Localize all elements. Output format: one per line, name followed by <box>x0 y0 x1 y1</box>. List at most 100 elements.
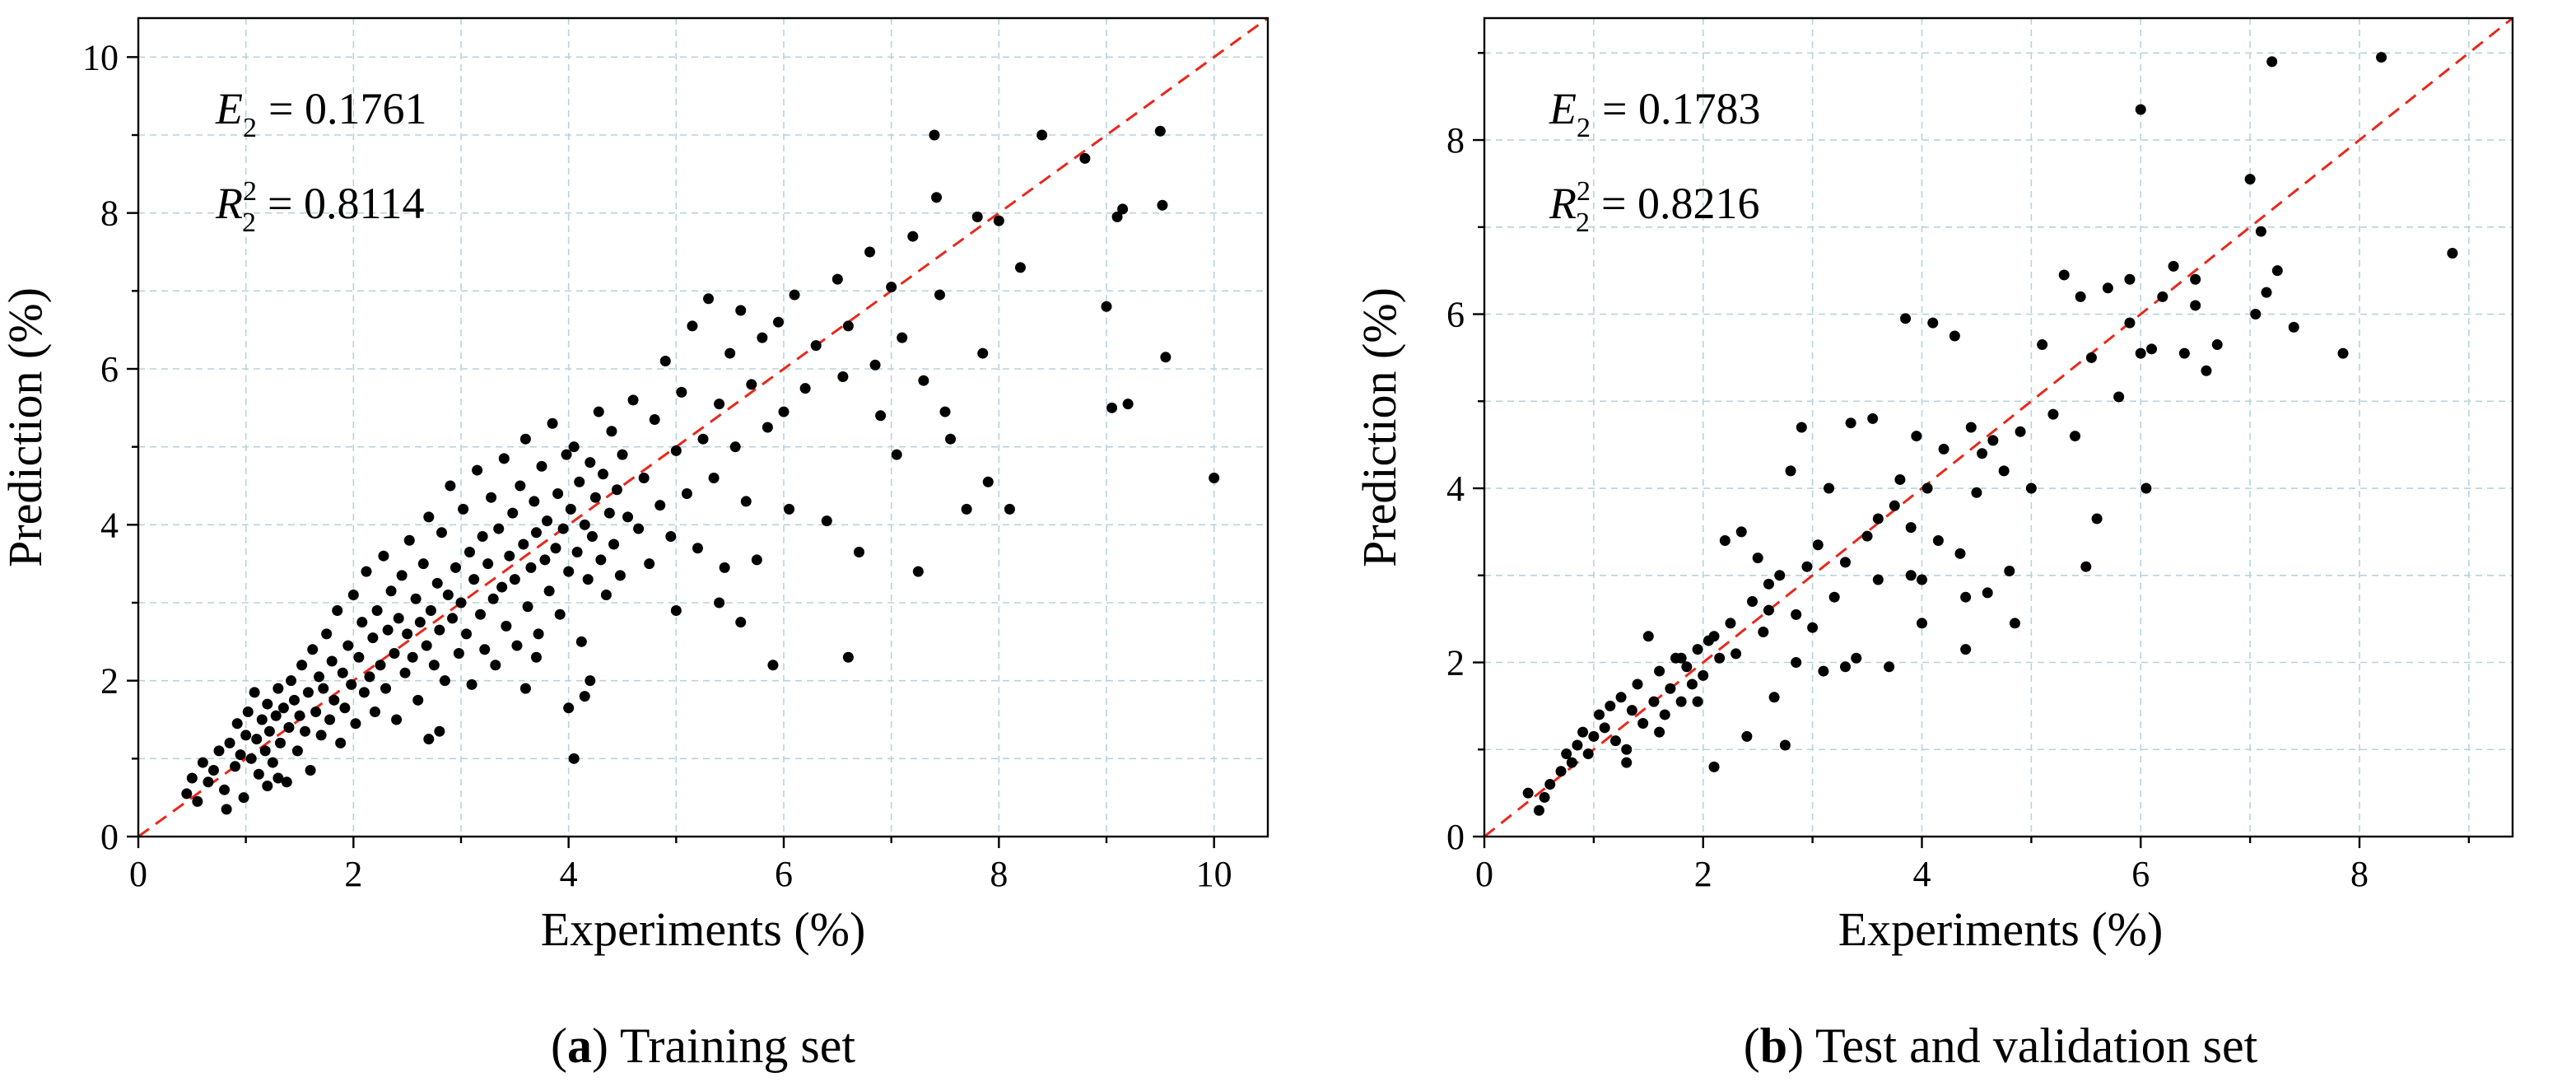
error-annotation: E2 = 0.1761 <box>215 84 426 143</box>
data-point <box>221 804 232 815</box>
data-point <box>389 648 400 660</box>
data-point <box>328 694 340 706</box>
data-point <box>263 725 275 737</box>
data-point <box>1708 761 1720 772</box>
gridlines <box>1484 18 2513 837</box>
data-point <box>1659 709 1670 720</box>
data-point <box>318 683 329 694</box>
data-point <box>231 718 243 730</box>
data-point <box>1522 787 1534 799</box>
stat-subscript: 2 <box>1577 113 1591 143</box>
data-point <box>259 745 271 757</box>
data-point <box>2135 104 2146 115</box>
data-point <box>1686 678 1698 690</box>
data-point <box>703 293 715 305</box>
data-point <box>407 651 418 663</box>
data-point <box>611 484 622 496</box>
data-point <box>2376 52 2387 63</box>
data-point <box>1735 526 1747 538</box>
data-point <box>1812 539 1824 551</box>
data-point <box>687 320 698 332</box>
panel-training-set: 0 2 4 6 8 10 0 2 4 6 8 10 Experiments (%) Prediction … <box>0 16 1269 1073</box>
data-point <box>1714 652 1726 664</box>
data-point <box>918 375 929 386</box>
stat-subscript: 2 <box>243 113 257 143</box>
stat-superscript: 2 <box>1577 176 1591 207</box>
data-point <box>2244 174 2256 185</box>
data-point <box>1599 722 1610 734</box>
data-point <box>1621 744 1633 755</box>
data-point <box>2288 321 2299 333</box>
stat-symbol: E <box>1549 84 1577 133</box>
data-point <box>382 624 394 636</box>
data-point <box>240 730 252 741</box>
data-point <box>507 507 519 519</box>
data-point <box>1154 125 1166 137</box>
data-point <box>262 780 273 791</box>
data-point <box>1768 692 1780 703</box>
data-point <box>1561 748 1572 760</box>
data-point <box>659 356 671 367</box>
data-point <box>294 710 305 721</box>
data-point <box>1539 791 1550 803</box>
data-point <box>977 347 989 359</box>
data-point <box>2058 269 2070 281</box>
data-point <box>784 503 795 515</box>
data-point <box>1014 262 1026 273</box>
data-point <box>1905 570 1917 581</box>
data-point <box>1654 726 1665 738</box>
data-point <box>197 757 208 768</box>
data-point <box>1632 678 1643 690</box>
data-point <box>1894 473 1906 485</box>
data-point <box>445 480 456 492</box>
data-point <box>1977 448 1988 459</box>
data-point <box>1758 627 1769 637</box>
data-point <box>288 694 300 706</box>
data-point <box>1872 513 1884 525</box>
data-point <box>493 523 505 534</box>
data-point <box>375 660 386 671</box>
data-points <box>181 125 1220 815</box>
data-point <box>614 570 626 581</box>
data-point <box>597 469 608 480</box>
data-point <box>1157 199 1168 211</box>
data-point <box>799 383 811 394</box>
data-point <box>1965 422 1977 433</box>
data-point <box>181 788 193 800</box>
data-point <box>579 691 590 702</box>
data-point <box>586 531 598 543</box>
data-point <box>361 566 372 577</box>
data-point <box>542 515 553 527</box>
data-point <box>557 523 569 534</box>
data-point <box>1839 557 1851 568</box>
data-point <box>778 406 790 417</box>
data-point <box>1036 129 1048 141</box>
data-point <box>434 624 445 636</box>
data-point <box>490 660 501 671</box>
data-point <box>2190 273 2201 285</box>
data-point <box>273 772 284 784</box>
data-point <box>399 667 411 678</box>
data-point <box>213 745 225 757</box>
data-point <box>1566 757 1577 768</box>
data-point <box>1927 317 1939 329</box>
data-point <box>982 476 994 487</box>
data-point <box>391 714 403 725</box>
data-point <box>458 503 469 515</box>
x-tick-label: 0 <box>129 854 147 894</box>
data-point <box>821 515 832 527</box>
data-point <box>1922 483 1933 494</box>
data-point <box>436 527 447 539</box>
data-point <box>864 246 876 258</box>
data-point <box>767 660 779 671</box>
data-point <box>522 601 533 613</box>
data-point <box>600 590 612 601</box>
r-squared-annotation: R2 2 = 0.8114 <box>215 176 424 238</box>
data-point <box>724 347 736 359</box>
data-point <box>1122 399 1134 410</box>
data-point <box>1960 644 1972 655</box>
data-point <box>1796 422 1807 433</box>
data-point <box>2113 391 2125 403</box>
data-point <box>875 410 887 422</box>
data-point <box>897 332 908 343</box>
